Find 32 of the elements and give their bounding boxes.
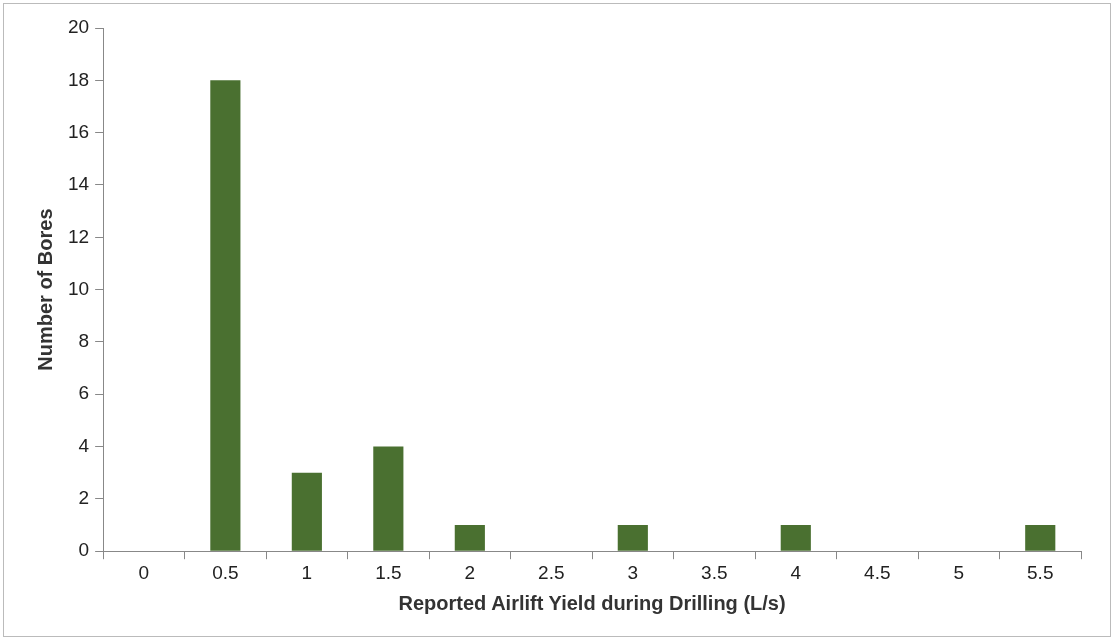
- x-tick-label: 4: [790, 561, 802, 583]
- x-tick-label: 1: [301, 561, 313, 583]
- y-axis-title: Number of Bores: [33, 208, 56, 371]
- y-tick-label: 16: [67, 120, 90, 142]
- y-tick-label: 8: [78, 330, 90, 352]
- x-tick-label: 5: [953, 561, 965, 583]
- x-tick-label: 1.5: [375, 561, 402, 583]
- y-tick-label: 2: [78, 487, 90, 509]
- y-tick-label: 6: [78, 382, 90, 404]
- x-tick-label: 5.5: [1027, 561, 1054, 583]
- x-tick-label: 4.5: [864, 561, 891, 583]
- bar: [617, 525, 648, 551]
- y-tick-label: 12: [67, 225, 90, 247]
- bar: [291, 472, 322, 551]
- y-tick-label: 18: [67, 68, 90, 90]
- x-tick-label: 2: [464, 561, 476, 583]
- bar: [1025, 525, 1056, 551]
- x-tick-label: 2.5: [538, 561, 565, 583]
- y-tick-label: 20: [67, 16, 90, 38]
- y-tick-label: 10: [67, 277, 90, 299]
- bar: [454, 525, 485, 551]
- y-tick-label: 0: [78, 539, 90, 561]
- x-tick-label: 0.5: [212, 561, 239, 583]
- bar: [373, 446, 404, 551]
- x-tick-label: 3: [627, 561, 639, 583]
- y-tick-label: 14: [67, 173, 90, 195]
- bar: [210, 80, 241, 551]
- bar: [780, 525, 811, 551]
- x-tick-label: 0: [138, 561, 150, 583]
- x-axis-title: Reported Airlift Yield during Drilling (L/s): [398, 591, 786, 614]
- y-tick-label: 4: [78, 434, 90, 456]
- x-tick-label: 3.5: [701, 561, 728, 583]
